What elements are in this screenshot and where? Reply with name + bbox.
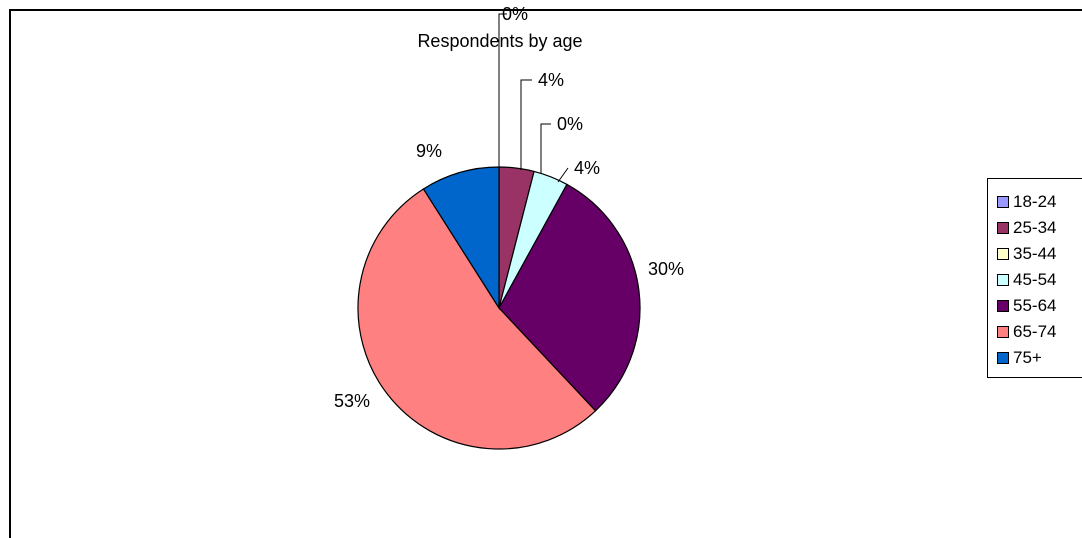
legend-label: 75+	[1013, 348, 1042, 367]
legend-label: 65-74	[1013, 322, 1057, 341]
legend-item: 18-24	[997, 191, 1056, 213]
pie-slice-75+	[422, 166, 500, 311]
legend-label: 45-54	[1013, 270, 1057, 289]
legend-swatch	[997, 326, 1009, 338]
pie-slice-55-64	[498, 183, 641, 412]
legend-label: 25-34	[1013, 218, 1057, 237]
data-label: 0%	[557, 114, 583, 134]
legend-item: 35-44	[997, 243, 1056, 265]
legend-label: 35-44	[1013, 244, 1057, 263]
data-label: 4%	[538, 70, 564, 90]
legend-item: 75+	[997, 347, 1042, 369]
leader-line	[520, 79, 532, 170]
data-label: 0%	[502, 4, 528, 24]
chart-title: Respondents by age	[417, 31, 583, 51]
pie-slice-65-74	[357, 188, 597, 450]
legend-item: 25-34	[997, 217, 1056, 239]
legend-item: 65-74	[997, 321, 1056, 343]
leader-line	[557, 167, 569, 183]
legend-item: 55-64	[997, 295, 1056, 317]
data-label: 4%	[574, 158, 600, 178]
legend-label: 55-64	[1013, 296, 1057, 315]
legend-swatch	[997, 274, 1009, 286]
leader-line	[498, 13, 507, 168]
legend-swatch	[997, 196, 1009, 208]
data-label: 53%	[334, 391, 370, 411]
legend-label: 18-24	[1013, 192, 1057, 211]
data-label: 30%	[648, 259, 684, 279]
leader-line	[540, 123, 551, 175]
legend-swatch	[997, 300, 1009, 312]
legend-item: 45-54	[997, 269, 1056, 291]
legend-swatch	[997, 248, 1009, 260]
legend: 18-24 25-34 35-44 45-54 55-64 65-74 75+	[987, 178, 1082, 378]
legend-swatch	[997, 352, 1009, 364]
chart-frame	[9, 9, 1082, 538]
legend-swatch	[997, 222, 1009, 234]
data-label: 9%	[416, 141, 442, 161]
